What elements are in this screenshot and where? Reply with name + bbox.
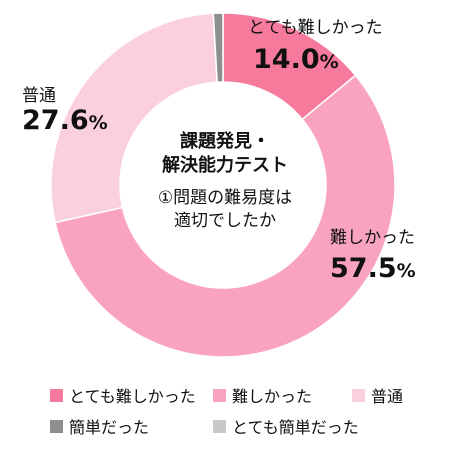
slice-value-normal: 27.6% (22, 106, 108, 138)
slice-label-normal: 普通 (22, 86, 56, 106)
legend-swatch (50, 419, 63, 433)
legend-label: 難しかった (232, 387, 313, 406)
legend-item-easy: 簡単だった (50, 416, 150, 437)
chart-subtitle-line-1: ①問題の難易度は (157, 188, 293, 208)
donut-slice-3 (212, 12, 224, 83)
chart-title-line-2: 解決能力テスト (162, 155, 288, 176)
legend-item-very-easy: とても簡単だった (213, 416, 359, 437)
legend-swatch (213, 419, 226, 433)
slice-value-unit: % (396, 260, 416, 282)
legend-label: とても難しかった (69, 387, 196, 406)
legend-label: 普通 (371, 387, 404, 406)
donut-slice-2 (50, 12, 218, 224)
legend-item-very-difficult: とても難しかった (50, 385, 196, 406)
legend-swatch (352, 388, 365, 402)
chart-title-line-1: 課題発見・ (180, 131, 270, 152)
chart-subtitle: ①問題の難易度は 適切でしたか (125, 187, 325, 233)
legend-swatch (50, 388, 63, 402)
slice-value-difficult: 57.5% (330, 254, 416, 286)
slice-label-very-difficult: とても難しかった (248, 18, 383, 38)
slice-value-number: 57.5 (330, 253, 397, 284)
slice-value-unit: % (88, 112, 108, 134)
slice-value-very-difficult: 14.0% (253, 45, 339, 77)
slice-value-number: 27.6 (22, 105, 89, 136)
legend-label: とても簡単だった (232, 418, 359, 437)
donut-slice-1 (54, 74, 396, 358)
legend-item-difficult: 難しかった (213, 385, 313, 406)
legend-swatch (213, 388, 226, 402)
slice-label-difficult: 難しかった (330, 228, 415, 248)
legend-item-normal: 普通 (352, 385, 404, 406)
legend-label: 簡単だった (69, 418, 150, 437)
slice-value-unit: % (319, 51, 339, 73)
chart-title: 課題発見・ 解決能力テスト (125, 130, 325, 178)
chart-subtitle-line-2: 適切でしたか (174, 211, 276, 231)
slice-value-number: 14.0 (253, 44, 320, 75)
